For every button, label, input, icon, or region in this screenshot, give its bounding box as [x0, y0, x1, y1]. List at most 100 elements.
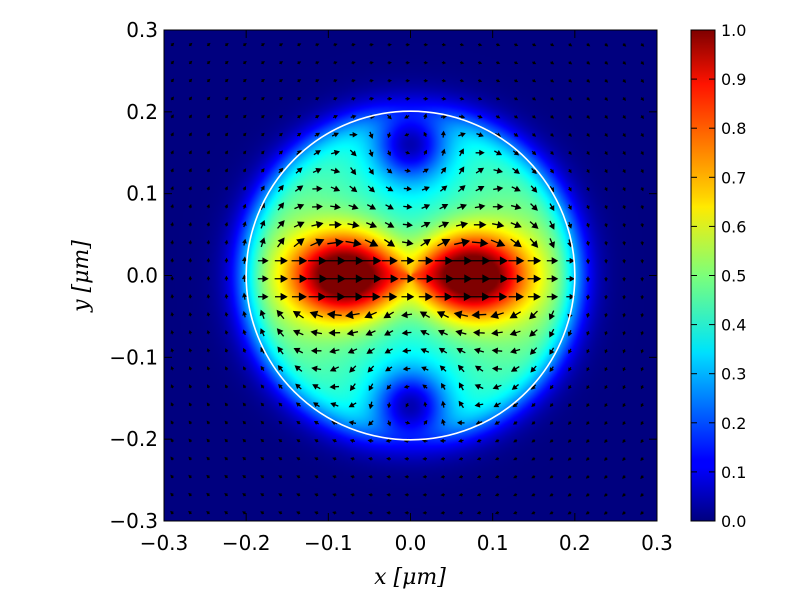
quiver-arrow: [188, 96, 193, 101]
quiver-arrow: [170, 366, 175, 371]
quiver-arrow: [403, 384, 410, 389]
quiver-arrow: [278, 439, 283, 443]
quiver-arrow: [423, 149, 427, 155]
quiver-arrow: [512, 167, 520, 174]
quiver-arrow: [206, 204, 210, 209]
quiver-arrow: [224, 132, 229, 137]
quiver-arrow: [455, 329, 467, 337]
quiver-arrow: [401, 256, 415, 265]
x-tick-label: 0.0: [395, 531, 427, 555]
quiver-arrow: [513, 420, 518, 425]
quiver-arrow: [206, 275, 211, 281]
quiver-arrow: [433, 274, 455, 284]
quiver-arrow: [568, 115, 572, 119]
quiver-arrow: [527, 274, 542, 283]
quiver-arrow: [351, 43, 356, 47]
quiver-arrow: [332, 493, 337, 497]
quiver-arrow: [260, 420, 265, 425]
quiver-arrow: [242, 203, 247, 209]
quiver-arrow: [369, 79, 374, 83]
quiver-arrow: [513, 114, 519, 119]
quiver-arrow: [508, 256, 525, 266]
quiver-arrow: [242, 329, 247, 336]
quiver-arrow: [476, 510, 482, 515]
quiver-arrow: [279, 132, 283, 137]
quiver-arrow: [325, 274, 346, 284]
quiver-arrow: [586, 79, 591, 83]
quiver-arrow: [420, 329, 430, 336]
quiver-arrow: [343, 292, 364, 302]
x-axis: −0.3 −0.2 −0.1 0.0 0.1 0.2 0.3: [140, 30, 673, 555]
quiver-arrow: [567, 475, 572, 479]
quiver-arrow: [311, 365, 322, 373]
heatmap-image: [164, 30, 657, 521]
quiver-arrow: [530, 365, 537, 373]
quiver-arrow: [640, 367, 645, 372]
quiver-arrow: [206, 60, 211, 65]
quiver-arrow: [369, 61, 374, 65]
quiver-arrow: [188, 492, 192, 497]
quiver-arrow: [170, 293, 175, 299]
quiver-arrow: [206, 311, 211, 317]
quiver-arrow: [477, 78, 483, 83]
quiver-arrow: [402, 347, 412, 354]
quiver-arrow: [530, 203, 538, 211]
quiver-arrow: [473, 347, 485, 355]
quiver-arrow: [242, 511, 247, 515]
quiver-arrow: [604, 457, 608, 461]
quiver-arrow: [386, 511, 391, 515]
quiver-arrow: [423, 42, 429, 47]
quiver-arrow: [529, 238, 539, 248]
quiver-arrow: [510, 365, 520, 372]
quiver-arrow: [604, 439, 608, 443]
quiver-arrow: [586, 60, 591, 65]
quiver-arrow: [640, 205, 644, 210]
quiver-arrow: [332, 115, 338, 119]
quiver-arrow: [640, 277, 645, 282]
quiver-arrow: [404, 510, 409, 515]
quiver-arrow: [206, 186, 210, 191]
quiver-arrow: [475, 185, 485, 192]
quiver-arrow: [509, 329, 521, 337]
quiver-arrow: [260, 493, 265, 497]
quiver-arrow: [367, 438, 374, 444]
quiver-arrow: [242, 221, 247, 228]
quiver-arrow: [531, 421, 536, 425]
quiver-arrow: [347, 347, 358, 354]
quiver-arrow: [278, 493, 283, 497]
quiver-arrow: [206, 510, 210, 515]
quiver-arrow: [349, 383, 356, 392]
quiver-arrow: [585, 457, 590, 461]
quiver-arrow: [405, 96, 411, 101]
quiver-arrow: [477, 60, 483, 65]
quiver-arrow: [566, 293, 575, 300]
quiver-arrow: [622, 43, 627, 47]
quiver-arrow: [622, 97, 626, 101]
quiver-arrow: [435, 292, 453, 302]
quiver-arrow: [475, 149, 485, 156]
quiver-arrow: [549, 384, 554, 390]
quiver-arrow: [549, 421, 554, 425]
quiver-arrow: [421, 366, 429, 372]
quiver-arrow: [386, 420, 392, 427]
quiver-arrow: [275, 292, 288, 301]
quiver-arrow: [402, 221, 413, 228]
quiver-arrow: [604, 97, 608, 101]
quiver-arrow: [364, 310, 377, 319]
quiver-arrow: [567, 330, 573, 337]
quiver-arrow: [307, 274, 328, 284]
quiver-arrow: [640, 457, 644, 462]
quiver-arrow: [470, 292, 491, 302]
quiver-arrow: [296, 150, 302, 156]
quiver-arrow: [260, 475, 265, 479]
quiver-arrow: [494, 492, 500, 497]
quiver-arrow: [568, 385, 572, 390]
quiver-arrow: [586, 151, 590, 156]
quiver-arrow: [206, 348, 211, 353]
quiver-arrow: [368, 457, 373, 461]
quiver-arrow: [405, 78, 411, 83]
quiver-arrow: [242, 150, 247, 155]
quiver-arrow: [604, 133, 608, 138]
quiver-arrow: [514, 42, 519, 47]
